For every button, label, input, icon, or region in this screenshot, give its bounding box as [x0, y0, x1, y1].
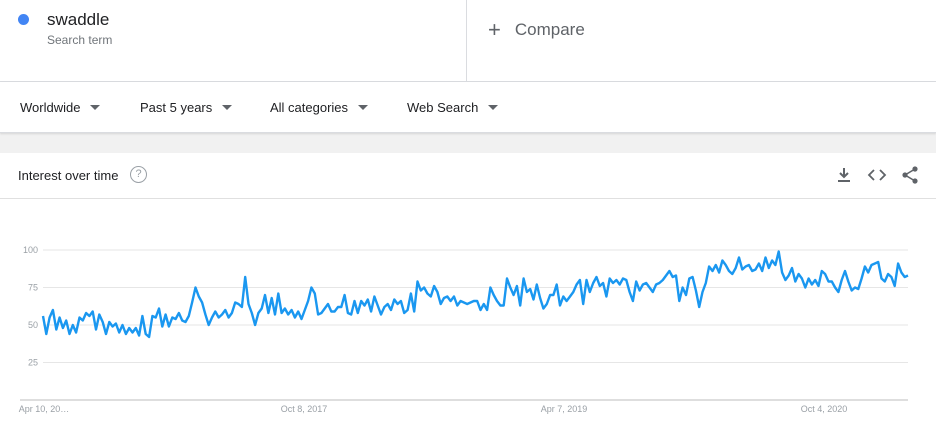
- interest-chart: 25 50 75 100 Apr 10, 20… Oct 8, 2017 Apr 7, 2…: [19, 245, 909, 414]
- compare-button[interactable]: + Compare: [488, 19, 585, 41]
- search-term-bar: swaddle Search term + Compare: [0, 0, 936, 82]
- caret-down-icon: [358, 105, 369, 110]
- share-icon[interactable]: [900, 165, 920, 185]
- download-icon[interactable]: [834, 165, 854, 185]
- category-dropdown[interactable]: All categories: [270, 100, 369, 115]
- y-tick-label: 75: [28, 283, 38, 293]
- x-tick-label: Oct 8, 2017: [281, 404, 328, 414]
- region-dropdown[interactable]: Worldwide: [20, 100, 101, 115]
- x-tick-label: Apr 10, 20…: [19, 404, 70, 414]
- card-title: Interest over time: [18, 168, 119, 183]
- y-axis-ticks: 25 50 75 100: [23, 245, 38, 368]
- x-tick-label: Apr 7, 2019: [541, 404, 588, 414]
- category-label: All categories: [270, 100, 349, 115]
- caret-down-icon: [90, 105, 101, 110]
- y-tick-label: 25: [28, 358, 38, 368]
- chart-series: [41, 250, 909, 339]
- search-term-card[interactable]: swaddle Search term: [0, 0, 467, 81]
- plus-icon: +: [488, 17, 501, 42]
- term-color-dot: [18, 14, 29, 25]
- x-axis-ticks: Apr 10, 20… Oct 8, 2017 Apr 7, 2019 Oct 4, …: [19, 404, 848, 414]
- card-header: Interest over time ?: [0, 153, 936, 199]
- series-line-swaddle[interactable]: [41, 250, 909, 339]
- search-term-subtitle: Search term: [47, 33, 113, 47]
- property-label: Web Search: [407, 100, 479, 115]
- region-label: Worldwide: [20, 100, 81, 115]
- y-tick-label: 50: [28, 320, 38, 330]
- compare-label: Compare: [514, 20, 585, 39]
- x-tick-label: Oct 4, 2020: [801, 404, 848, 414]
- chart-grid: [20, 249, 908, 401]
- y-tick-label: 100: [23, 245, 38, 255]
- period-label: Past 5 years: [140, 100, 213, 115]
- caret-down-icon: [222, 105, 233, 110]
- filter-bar: Worldwide Past 5 years All categories We…: [0, 82, 936, 133]
- interest-over-time-card: Interest over time ? 25 50 75 100 Apr 10, 2…: [0, 153, 936, 436]
- embed-code-icon[interactable]: [867, 165, 887, 185]
- property-dropdown[interactable]: Web Search: [407, 100, 499, 115]
- caret-down-icon: [488, 105, 499, 110]
- period-dropdown[interactable]: Past 5 years: [140, 100, 233, 115]
- help-icon[interactable]: ?: [130, 166, 147, 183]
- search-term-name: swaddle: [47, 10, 110, 29]
